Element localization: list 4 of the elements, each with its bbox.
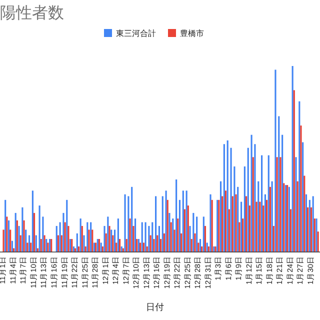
legend-label: 東三河合計 <box>116 29 156 38</box>
x-axis-title: 日付 <box>146 302 164 312</box>
legend-label: 豊橋市 <box>180 29 204 38</box>
chart-title: 陽性者数 <box>0 4 64 22</box>
